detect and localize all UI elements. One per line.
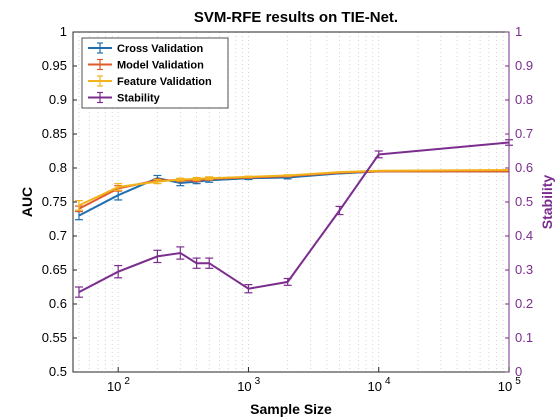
x-tick-label: 10 xyxy=(367,379,381,394)
y-axis-label: AUC xyxy=(19,187,35,217)
y-tick-label: 0.95 xyxy=(42,58,67,73)
y-right-tick-label: 0.9 xyxy=(515,58,533,73)
axis-layer: 0.50.550.60.650.70.750.80.850.90.95100.1… xyxy=(42,24,533,394)
y-right-tick-label: 0.7 xyxy=(515,126,533,141)
legend-label: Feature Validation xyxy=(117,76,212,88)
legend-item: Stability xyxy=(88,91,161,105)
x-tick-exponent: 2 xyxy=(124,376,130,387)
legend-item: Cross Validation xyxy=(88,42,203,55)
y-right-tick-label: 0 xyxy=(515,364,522,379)
series-cross-validation xyxy=(74,170,509,221)
legend-label: Stability xyxy=(117,93,161,105)
y-right-tick-label: 0.3 xyxy=(515,262,533,277)
legend-item: Feature Validation xyxy=(88,75,212,88)
x-axis-label: Sample Size xyxy=(250,401,332,417)
legend-box xyxy=(81,37,229,109)
y-tick-label: 1 xyxy=(60,24,67,39)
x-tick-label: 10 xyxy=(107,379,121,394)
y-tick-label: 0.55 xyxy=(42,330,67,345)
y-axis-right-label: Stability xyxy=(539,175,555,230)
y-right-tick-label: 0.6 xyxy=(515,160,533,175)
y-right-tick-label: 0.4 xyxy=(515,228,533,243)
y-right-tick-label: 1 xyxy=(515,24,522,39)
y-tick-label: 0.8 xyxy=(49,160,67,175)
y-right-tick-label: 0.5 xyxy=(515,194,533,209)
y-tick-label: 0.85 xyxy=(42,126,67,141)
legend-label: Cross Validation xyxy=(117,43,203,55)
series-line xyxy=(78,141,510,293)
series-stability xyxy=(74,139,513,298)
x-tick-exponent: 3 xyxy=(255,376,261,387)
y-tick-label: 0.75 xyxy=(42,194,67,209)
y-tick-label: 0.5 xyxy=(49,364,67,379)
y-tick-label: 0.65 xyxy=(42,262,67,277)
legend: Cross Validation Model Validation Feature … xyxy=(81,37,229,109)
y-right-tick-label: 0.8 xyxy=(515,92,533,107)
series-line xyxy=(78,169,510,207)
x-tick-label: 10 xyxy=(498,379,512,394)
y-tick-label: 0.9 xyxy=(49,92,67,107)
x-tick-exponent: 4 xyxy=(385,376,391,387)
legend-item: Model Validation xyxy=(88,58,204,72)
y-tick-label: 0.7 xyxy=(49,228,67,243)
chart-title: SVM-RFE results on TIE-Net. xyxy=(194,9,398,26)
y-right-tick-label: 0.2 xyxy=(515,296,533,311)
y-tick-label: 0.6 xyxy=(49,296,67,311)
x-tick-exponent: 5 xyxy=(515,376,521,387)
series-line xyxy=(78,170,509,217)
y-right-tick-label: 0.1 xyxy=(515,330,533,345)
legend-label: Model Validation xyxy=(117,60,204,72)
series-feature-validation xyxy=(74,169,510,211)
x-tick-label: 10 xyxy=(237,379,251,394)
series-layer xyxy=(74,139,513,298)
